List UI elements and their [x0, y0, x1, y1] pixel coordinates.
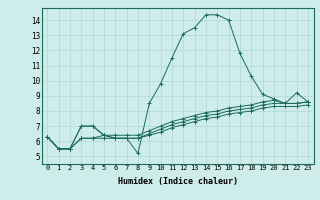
X-axis label: Humidex (Indice chaleur): Humidex (Indice chaleur)	[118, 177, 237, 186]
